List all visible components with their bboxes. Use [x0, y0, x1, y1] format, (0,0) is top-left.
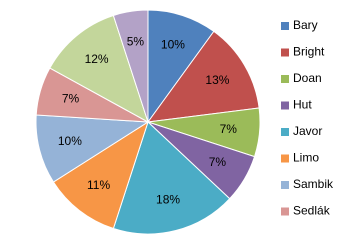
pie-slice	[52, 120, 149, 230]
legend-label: Sedlák	[293, 204, 331, 218]
data-label: 12%	[85, 52, 109, 66]
legend-label: Limo	[293, 151, 319, 165]
data-label: 5%	[127, 35, 145, 49]
data-label: 7%	[209, 155, 227, 169]
legend-swatch	[281, 101, 289, 110]
legend-label: Doan	[293, 71, 322, 85]
legend-label: Javor	[293, 124, 322, 138]
data-label: 7%	[62, 92, 80, 106]
data-label: 7%	[220, 122, 238, 136]
data-label: 18%	[156, 192, 180, 206]
legend-label: Hut	[293, 98, 312, 112]
data-label: 13%	[205, 73, 229, 87]
pie-slice	[49, 14, 149, 124]
legend-swatch	[281, 128, 289, 136]
legend-swatch	[281, 207, 289, 216]
data-label: 11%	[87, 178, 110, 192]
legend-swatch	[281, 154, 289, 163]
legend-swatch	[281, 75, 289, 83]
legend-label: Bary	[293, 18, 318, 32]
legend-swatch	[281, 181, 289, 189]
pie-slice	[112, 9, 149, 123]
legend-label: Sambik	[293, 177, 334, 191]
data-label: 10%	[58, 134, 82, 148]
legend-label: Bright	[293, 45, 325, 59]
pie-slice	[112, 121, 231, 235]
pie-slice	[146, 30, 260, 123]
data-label: 10%	[161, 37, 185, 51]
legend-swatch	[281, 48, 289, 57]
legend-swatch	[281, 22, 289, 30]
